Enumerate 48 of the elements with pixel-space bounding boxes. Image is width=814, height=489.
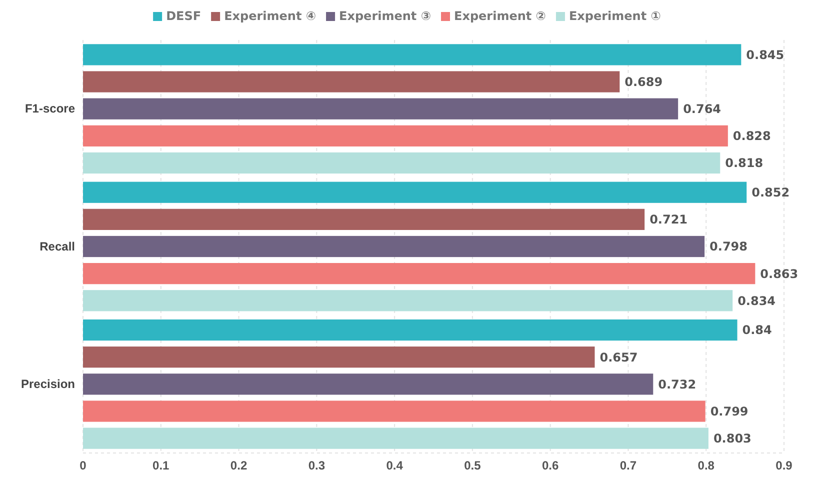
bar [83, 44, 742, 66]
data-label: 0.764 [683, 102, 722, 116]
legend-label: Experiment ② [454, 9, 546, 23]
legend-label: Experiment ③ [339, 9, 431, 23]
bar [83, 428, 708, 449]
data-label: 0.828 [732, 129, 771, 144]
data-label: 0.834 [738, 294, 776, 308]
data-label: 0.863 [760, 266, 798, 281]
y-tick-label: Precision [20, 377, 75, 392]
bar [83, 208, 645, 230]
y-tick-label: Recall [40, 239, 75, 254]
bar [83, 98, 678, 120]
bar [83, 236, 705, 258]
bar [83, 374, 654, 395]
bar [83, 152, 720, 174]
legend-label: Experiment ① [568, 9, 661, 23]
data-label: 0.721 [650, 212, 688, 227]
legend-label: Experiment ④ [224, 9, 316, 23]
x-tick-label: 0.8 [698, 458, 715, 473]
data-label: 0.798 [710, 240, 748, 254]
x-tick-label: 0.5 [464, 458, 482, 473]
x-tick-label: 0.7 [620, 458, 637, 473]
x-tick-label: 0 [80, 458, 87, 473]
legend-label: DESF [166, 9, 202, 23]
x-tick-label: 0.6 [542, 458, 559, 473]
data-label: 0.657 [600, 350, 638, 364]
data-label: 0.803 [713, 432, 752, 446]
bar [83, 263, 756, 284]
bar [83, 400, 706, 422]
data-label: 0.818 [725, 156, 764, 170]
data-label: 0.689 [624, 74, 663, 89]
x-tick-label: 0.1 [152, 458, 170, 473]
x-tick-label: 0.2 [230, 458, 248, 473]
bar [83, 346, 595, 368]
bar [83, 319, 738, 341]
data-label: 0.84 [742, 323, 772, 338]
data-label: 0.845 [746, 48, 784, 62]
x-tick-label: 0.3 [308, 458, 326, 473]
bar [83, 71, 620, 92]
bar [83, 290, 733, 312]
data-label: 0.852 [752, 186, 790, 200]
x-tick-label: 0.4 [386, 458, 404, 473]
bar [83, 125, 728, 146]
data-label: 0.799 [710, 404, 748, 418]
data-label: 0.732 [658, 377, 696, 392]
bar [83, 182, 747, 203]
y-tick-label: F1-score [24, 102, 76, 116]
x-tick-label: 0.9 [776, 458, 793, 473]
